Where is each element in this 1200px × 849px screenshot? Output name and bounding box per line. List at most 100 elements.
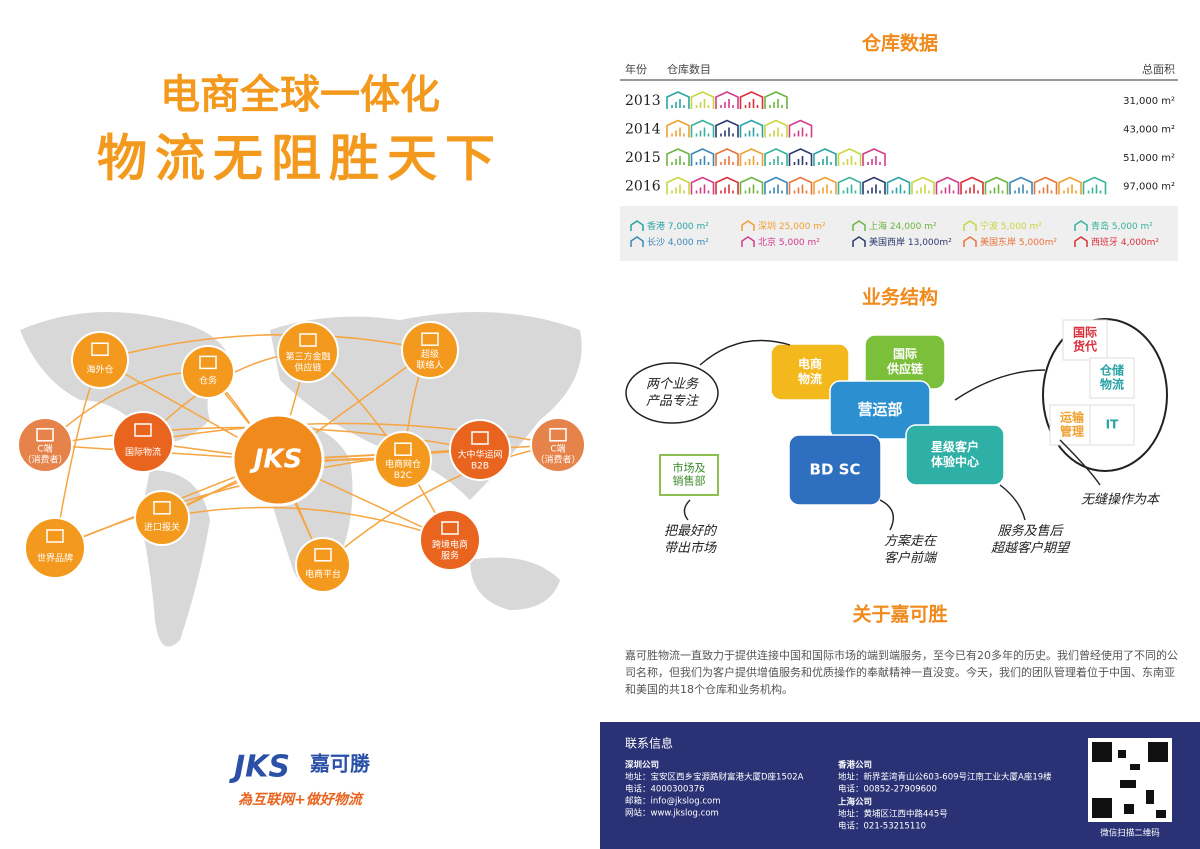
legend-icon xyxy=(741,236,755,247)
node-label: C端 xyxy=(37,442,52,454)
slogan: 為互联网+做好物流 xyxy=(238,791,365,808)
legend-entry: 美国东岸 5,000m² xyxy=(980,236,1057,248)
warehouse-icon xyxy=(764,176,788,195)
node xyxy=(419,509,481,571)
warehouse-icon xyxy=(764,91,788,109)
legend-area: 4,000m² xyxy=(1121,238,1160,248)
arrow xyxy=(1059,439,1101,486)
node-label: 电商平台 xyxy=(305,568,341,580)
puzzle-piece xyxy=(770,343,850,401)
circle-label: 货代 xyxy=(1073,339,1097,354)
warehouse-icon xyxy=(764,148,788,166)
icon-outline xyxy=(764,176,788,195)
node-label: 联络人 xyxy=(416,359,443,371)
warehouse-icon xyxy=(813,176,837,195)
circle-label: 国际 xyxy=(1073,326,1097,340)
warehouse-icon xyxy=(690,148,715,166)
piece-label: 国际 xyxy=(893,347,917,361)
warehouse-icon xyxy=(764,119,788,138)
office-line: 邮箱：info@jkslog.com xyxy=(625,796,720,807)
node-label: 电商网仓 xyxy=(385,458,421,470)
node-label: 供应链 xyxy=(294,362,321,374)
icon-outline xyxy=(715,119,739,138)
node-icon xyxy=(134,423,152,437)
warehouse-icon xyxy=(739,176,764,195)
icon-outline xyxy=(690,148,715,166)
node-icon xyxy=(441,521,459,535)
icon-outline xyxy=(690,119,715,138)
icon-outline xyxy=(960,176,984,195)
icon-outline xyxy=(764,148,788,166)
warehouse-icon xyxy=(935,176,960,195)
icon-outline xyxy=(1058,176,1082,195)
node xyxy=(112,411,174,473)
handwritten-note: 方案走在 xyxy=(884,534,938,549)
node-icon xyxy=(46,529,64,543)
circle-label: IT xyxy=(1106,418,1119,432)
warehouse-icon xyxy=(984,176,1009,195)
section-title: 仓库数据 xyxy=(861,32,938,55)
icon-outline xyxy=(715,148,739,166)
section-title: 业务结构 xyxy=(862,286,938,309)
node xyxy=(295,537,351,593)
office-line: 地址：新界荃湾青山公603-609号江南工业大厦A座19楼 xyxy=(838,772,1052,783)
piece-label: 星级客户 xyxy=(931,439,979,454)
office-name: 深圳公司 xyxy=(625,760,659,771)
icon-outline xyxy=(788,176,813,195)
legend-name: 北京 xyxy=(758,236,776,248)
legend-name: 上海 xyxy=(869,220,887,232)
node xyxy=(17,417,73,473)
node xyxy=(134,490,190,546)
legend-area: 5,000m² xyxy=(1019,238,1058,248)
total-area: 43,000 m² xyxy=(1123,125,1175,136)
warehouse-icon xyxy=(960,176,984,195)
arrow xyxy=(699,339,791,366)
circle-label: 管理 xyxy=(1060,424,1084,439)
legend-icon xyxy=(852,220,866,231)
legend-name: 香港 xyxy=(647,220,665,232)
node-label: 世界品牌 xyxy=(37,552,73,564)
hub-label: JKS xyxy=(249,445,303,475)
icon-outline xyxy=(690,91,715,109)
handwritten-note: 带出市场 xyxy=(664,540,717,556)
legend-icon xyxy=(1074,236,1088,247)
legend-area: 5,000 m² xyxy=(1001,222,1042,232)
office-line: 电话：00852-27909600 xyxy=(838,784,937,795)
hand-circle xyxy=(1042,318,1168,472)
icon-outline xyxy=(739,91,764,109)
legend-area: 25,000 m² xyxy=(779,222,826,232)
legend-area: 13,000m² xyxy=(908,238,952,248)
network-line xyxy=(322,444,559,566)
node xyxy=(401,321,459,379)
warehouse-icon xyxy=(886,176,911,195)
node-label: C端 xyxy=(550,442,565,454)
network-line xyxy=(161,506,451,541)
puzzle-piece xyxy=(905,424,1005,486)
node-label: 超级 xyxy=(421,348,439,360)
legend-icon xyxy=(963,220,977,231)
icon-outline xyxy=(1082,176,1107,195)
column-header: 年份 xyxy=(625,62,647,76)
legend-entry: 西班牙 4,000m² xyxy=(1091,236,1159,248)
legend-icon xyxy=(1074,220,1088,231)
office-line: 地址：黄埔区江西中路445号 xyxy=(838,809,948,820)
warehouse-icon xyxy=(1082,176,1107,195)
handwritten-note: 服务及售后 xyxy=(997,524,1064,539)
qr-pattern xyxy=(1092,742,1168,818)
hub xyxy=(231,413,325,507)
icon-outline xyxy=(715,91,739,109)
about-text: 嘉可胜物流一直致力于提供连接中国和国际市场的端到端服务，至今已有20多年的历史。… xyxy=(625,649,1178,696)
warehouse-icon xyxy=(739,91,764,109)
warehouse-icon xyxy=(788,176,813,195)
piece-label: 体验中心 xyxy=(931,454,979,469)
circle-label: 仓储 xyxy=(1099,363,1124,378)
circle-block xyxy=(1049,404,1095,446)
icon-outline xyxy=(862,176,886,195)
legend-entry: 美国西岸 13,000m² xyxy=(869,236,952,248)
office-name: 上海公司 xyxy=(838,797,872,808)
icon-outline xyxy=(788,148,813,166)
handwritten-note: 产品专注 xyxy=(646,394,700,409)
legend-entry: 宁波 5,000 m² xyxy=(980,220,1042,232)
node-label: 海外仓 xyxy=(86,363,113,375)
